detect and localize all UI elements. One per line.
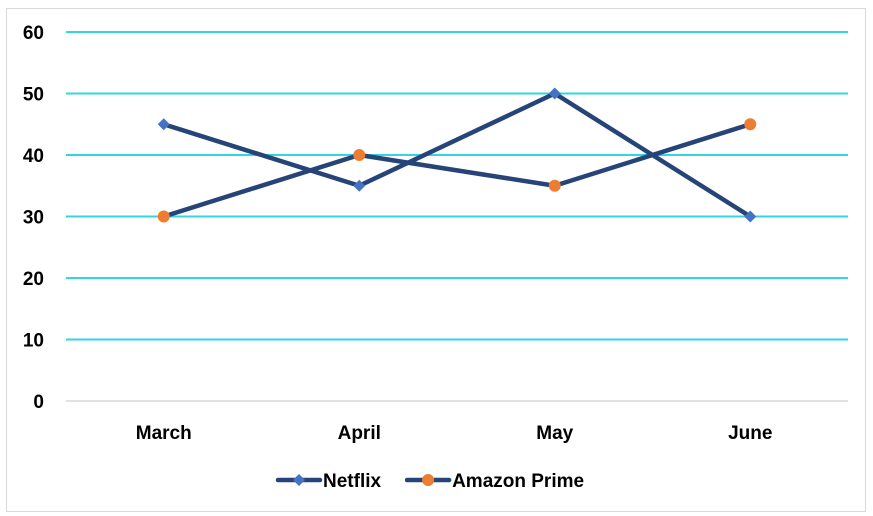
y-tick-label: 40 [23, 146, 44, 167]
x-tick-label: April [338, 423, 381, 444]
legend-amazon-prime-label: Amazon Prime [452, 471, 584, 492]
legend-netflix-marker [293, 474, 305, 486]
y-tick-label: 60 [23, 23, 44, 44]
chart-frame [6, 8, 866, 512]
netflix-point [353, 179, 366, 192]
gridlines [66, 31, 848, 402]
y-tick-label: 20 [23, 269, 44, 290]
amazon-prime-line [161, 122, 753, 219]
amazon-prime-point [548, 179, 561, 192]
legend-amazon-prime-marker [422, 474, 435, 486]
y-tick-label: 30 [23, 208, 44, 229]
netflix-point [157, 118, 170, 131]
amazon-prime-point [744, 118, 757, 131]
y-tick-label: 0 [33, 392, 44, 413]
y-tick-label: 50 [23, 85, 44, 106]
series-layer [157, 87, 757, 223]
y-tick-label: 10 [23, 331, 44, 352]
x-tick-label: March [136, 423, 192, 444]
amazon-prime-point [157, 210, 170, 223]
x-tick-label: May [536, 423, 573, 444]
x-axis-tick-labels: March April May June [136, 423, 773, 444]
y-axis-tick-labels: 0 10 20 30 40 50 60 [23, 23, 44, 413]
legend-netflix-label: Netflix [323, 471, 382, 492]
x-tick-label: June [728, 423, 772, 444]
netflix-point [744, 210, 757, 223]
netflix-point [548, 87, 561, 100]
amazon-prime-point [353, 149, 366, 161]
legend: Netflix Amazon Prime [275, 471, 584, 492]
